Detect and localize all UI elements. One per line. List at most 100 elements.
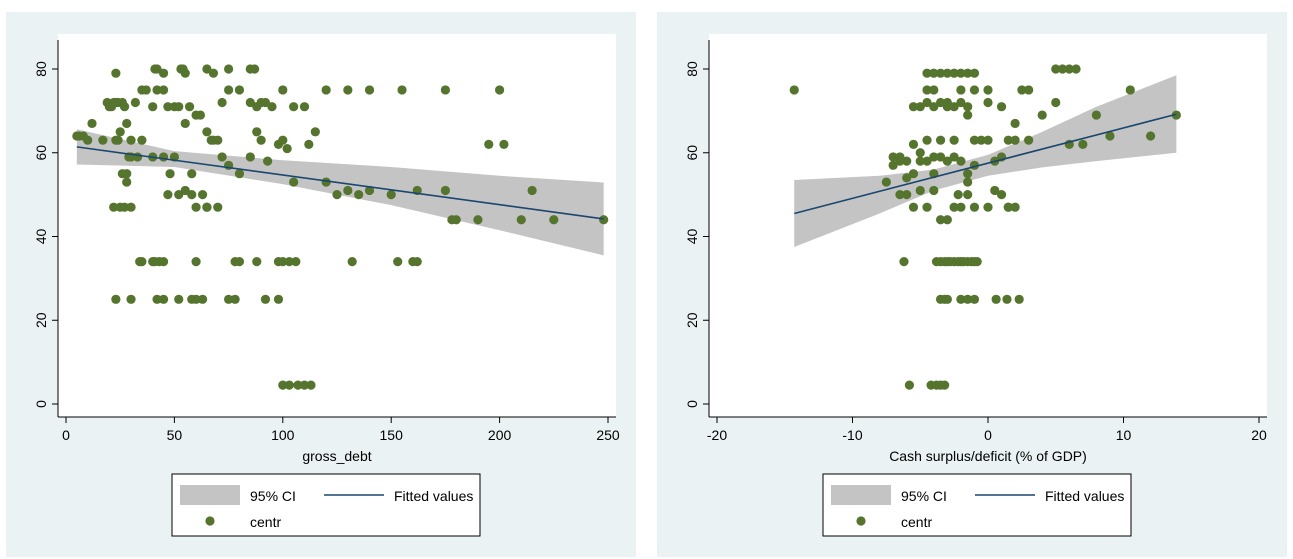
data-point	[908, 169, 919, 179]
data-point	[991, 294, 1001, 304]
data-point	[230, 294, 240, 304]
data-point	[260, 97, 271, 108]
data-point	[282, 143, 292, 154]
data-point	[915, 102, 925, 112]
x-tick-label: 0	[62, 427, 70, 443]
data-point	[109, 202, 119, 212]
data-point	[983, 97, 993, 108]
data-point	[922, 156, 932, 166]
data-point	[278, 135, 288, 145]
data-point	[217, 152, 227, 162]
data-point	[949, 68, 959, 78]
data-point	[111, 294, 121, 304]
data-point	[111, 68, 121, 78]
data-point	[929, 152, 939, 162]
data-point	[152, 294, 162, 304]
data-point	[98, 135, 108, 145]
data-point	[184, 102, 195, 112]
data-point	[956, 68, 966, 78]
data-point	[180, 185, 190, 196]
data-point	[1024, 135, 1034, 145]
data-point	[935, 68, 946, 78]
data-point	[922, 97, 932, 108]
legend-ci-label: 95% CI	[901, 488, 947, 504]
data-point	[949, 202, 959, 212]
data-point	[949, 152, 959, 162]
data-point	[202, 64, 212, 74]
data-point	[412, 257, 422, 267]
data-point	[187, 190, 197, 200]
data-point	[152, 64, 162, 74]
data-point	[293, 380, 303, 390]
data-point	[963, 177, 973, 187]
data-point	[922, 85, 932, 95]
data-point	[332, 190, 342, 200]
data-point	[983, 202, 993, 212]
data-point	[393, 257, 403, 267]
data-point	[141, 85, 151, 95]
data-point	[915, 185, 925, 196]
data-point	[291, 257, 301, 267]
confidence-band	[794, 75, 1177, 247]
data-point	[126, 202, 136, 212]
y-tick-label: 20	[33, 312, 49, 328]
data-point	[956, 156, 966, 166]
data-point	[935, 152, 946, 162]
data-point	[949, 102, 959, 112]
y-tick-label: 40	[33, 229, 49, 245]
data-point	[935, 215, 946, 225]
y-tick-label: 60	[684, 145, 700, 161]
data-point	[983, 85, 993, 95]
data-point	[252, 127, 262, 137]
data-point	[935, 97, 946, 108]
data-point	[908, 139, 919, 149]
data-point	[117, 169, 127, 179]
data-point	[940, 380, 950, 390]
data-point	[158, 294, 169, 304]
data-point	[976, 135, 986, 145]
data-point	[263, 156, 273, 166]
x-tick-label: -10	[842, 427, 862, 443]
legend-ci-label: 95% CI	[250, 488, 296, 504]
data-point	[902, 173, 912, 183]
chart-panel-gross-debt: 0 20 40 60 80 0 50 100 150 200 250 gross_debt 95% CI…	[6, 12, 636, 557]
data-point	[996, 190, 1007, 200]
x-tick-label: 250	[596, 427, 620, 443]
data-point	[119, 102, 130, 112]
data-point	[158, 152, 169, 162]
data-point	[152, 85, 162, 95]
data-point	[899, 257, 909, 267]
data-point	[904, 380, 915, 390]
data-point	[902, 156, 912, 166]
data-point	[1146, 131, 1156, 141]
fitted-line	[794, 113, 1177, 215]
data-point	[527, 185, 537, 196]
data-point	[908, 102, 919, 112]
data-point	[364, 85, 375, 95]
data-point	[122, 118, 132, 129]
data-point	[484, 139, 494, 149]
data-point	[902, 190, 912, 200]
data-point	[599, 215, 609, 225]
data-point	[963, 294, 973, 304]
data-point	[174, 294, 184, 304]
chart-gross-debt-svg: 0 20 40 60 80 0 50 100 150 200 250 gross_debt 95% CI…	[33, 34, 620, 537]
data-point	[969, 202, 980, 212]
data-point	[1017, 85, 1027, 95]
data-point	[234, 257, 245, 267]
data-point	[289, 177, 299, 187]
data-point	[299, 380, 310, 390]
data-point	[137, 257, 147, 267]
data-point	[126, 294, 136, 304]
data-point	[1010, 118, 1020, 129]
data-point	[191, 202, 201, 212]
data-point	[956, 202, 966, 212]
data-point	[245, 97, 255, 108]
data-point	[929, 68, 939, 78]
data-point	[996, 102, 1007, 112]
legend-scatter-label: centr	[250, 514, 281, 530]
data-point	[180, 68, 190, 78]
data-point	[163, 190, 173, 200]
data-point	[1002, 294, 1012, 304]
data-point	[963, 102, 973, 112]
